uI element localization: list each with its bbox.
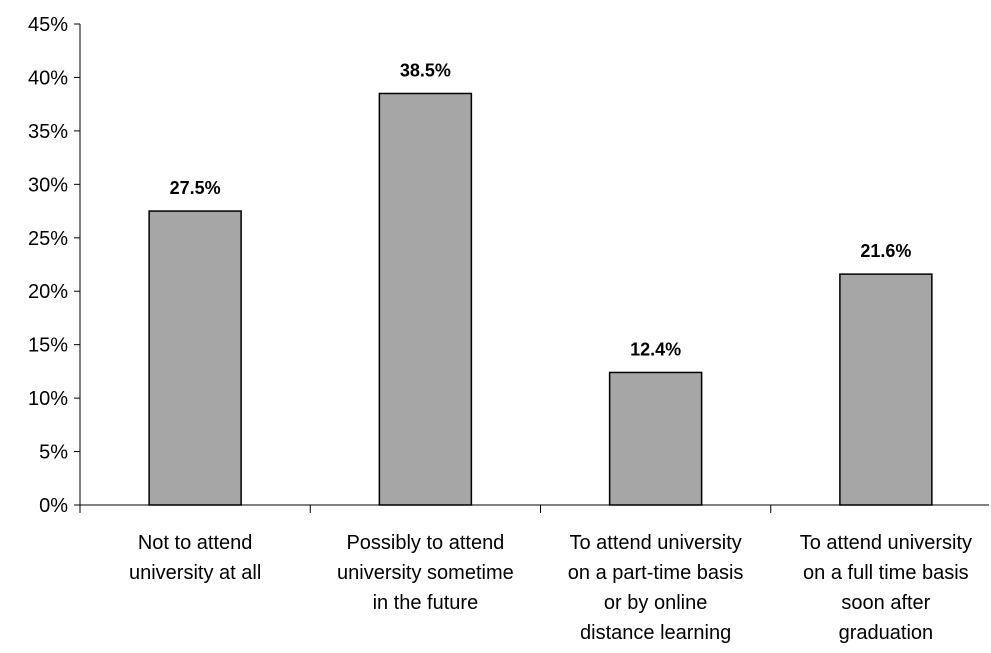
bar [839,273,933,506]
y-tick-label: 30% [28,174,68,196]
x-tick-label: university sometime [337,562,514,584]
y-tick-label: 5% [39,442,68,464]
y-tick-label: 20% [28,281,68,303]
y-tick-label: 25% [28,228,68,250]
bar [148,210,242,506]
bar [378,92,473,506]
data-label: 12.4% [630,339,681,359]
x-tick-label: on a full time basis [803,562,969,584]
x-tick-label: To attend university [569,532,741,554]
x-tick-label: graduation [839,622,934,644]
x-tick-label: Not to attend [138,532,253,554]
data-label: 27.5% [170,178,221,198]
bar [608,371,703,506]
x-tick-label: soon after [841,592,930,614]
x-tick-label: in the future [373,592,479,614]
bars [148,92,933,506]
x-tick-label: distance learning [580,622,731,644]
y-tick-label: 10% [28,388,68,410]
y-tick-label: 40% [28,67,68,89]
x-tick-label: To attend university [800,532,972,554]
labels: 0% 5% 10% 15% 20% 25% 30% 35% 40% 45% 27.5% Not to … [28,14,972,644]
y-tick-label: 0% [39,495,68,517]
y-tick-label: 15% [28,335,68,357]
y-tick-label: 45% [28,14,68,36]
y-tick-label: 35% [28,121,68,143]
x-tick-label: or by online [604,592,707,614]
x-tick-label: Possibly to attend [346,532,504,554]
x-tick-label: university at all [129,562,261,584]
data-label: 21.6% [860,241,911,261]
data-label: 38.5% [400,60,451,80]
x-tick-label: on a part-time basis [568,562,744,584]
